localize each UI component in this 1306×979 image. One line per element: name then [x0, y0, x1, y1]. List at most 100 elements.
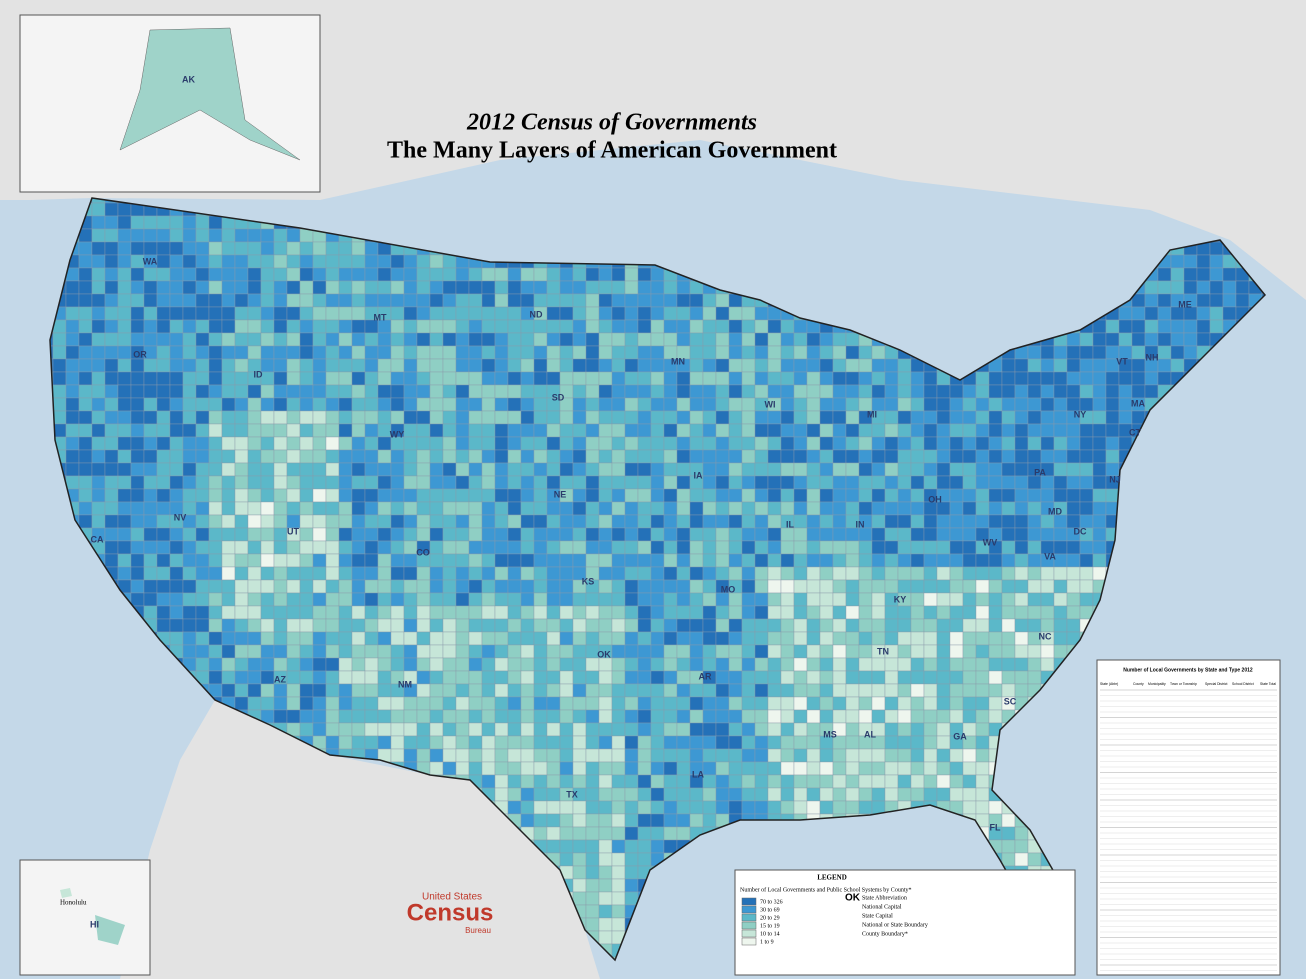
county: [1001, 358, 1016, 373]
county: [182, 319, 197, 334]
county: [871, 774, 886, 789]
county: [845, 436, 860, 451]
county: [156, 501, 171, 516]
county: [884, 579, 899, 594]
county: [1222, 306, 1237, 321]
county: [429, 423, 444, 438]
county: [780, 488, 795, 503]
county: [754, 423, 769, 438]
county: [845, 423, 860, 438]
county: [546, 722, 561, 737]
county: [650, 358, 665, 373]
county: [195, 501, 210, 516]
county: [390, 449, 405, 464]
county: [455, 384, 470, 399]
county: [1131, 332, 1146, 347]
county: [468, 592, 483, 607]
county: [676, 319, 691, 334]
county: [533, 280, 548, 295]
county: [78, 501, 93, 516]
county: [65, 306, 80, 321]
county: [741, 436, 756, 451]
county: [702, 488, 717, 503]
county: [637, 761, 652, 776]
county: [858, 670, 873, 685]
county: [1196, 332, 1211, 347]
county: [1040, 605, 1055, 620]
county: [1027, 514, 1042, 529]
county: [637, 657, 652, 672]
county: [351, 423, 366, 438]
county: [91, 436, 106, 451]
county: [663, 553, 678, 568]
county: [468, 579, 483, 594]
county: [845, 761, 860, 776]
county: [832, 488, 847, 503]
county: [793, 774, 808, 789]
county: [325, 644, 340, 659]
county: [390, 631, 405, 646]
county: [819, 501, 834, 516]
county: [520, 605, 535, 620]
county: [182, 462, 197, 477]
county: [130, 527, 145, 542]
county: [663, 722, 678, 737]
county: [689, 436, 704, 451]
county: [507, 462, 522, 477]
county: [195, 293, 210, 308]
county: [195, 462, 210, 477]
county: [793, 605, 808, 620]
county: [377, 397, 392, 412]
county: [325, 631, 340, 646]
county: [117, 228, 132, 243]
county: [286, 228, 301, 243]
county: [767, 527, 782, 542]
county: [689, 813, 704, 828]
county: [988, 423, 1003, 438]
county: [546, 644, 561, 659]
county: [793, 696, 808, 711]
county: [780, 605, 795, 620]
county: [91, 384, 106, 399]
county: [1027, 852, 1042, 867]
county: [845, 371, 860, 386]
county: [416, 670, 431, 685]
county: [845, 644, 860, 659]
county: [455, 566, 470, 581]
county: [637, 670, 652, 685]
county: [975, 553, 990, 568]
county: [611, 527, 626, 542]
county: [143, 280, 158, 295]
county: [481, 553, 496, 568]
honolulu-label: Honolulu: [60, 899, 87, 907]
county: [962, 631, 977, 646]
county: [325, 306, 340, 321]
county: [689, 501, 704, 516]
county: [286, 241, 301, 256]
county: [624, 475, 639, 490]
county: [1092, 397, 1107, 412]
county: [546, 826, 561, 841]
county: [65, 410, 80, 425]
county: [832, 761, 847, 776]
county: [1131, 358, 1146, 373]
county: [832, 748, 847, 763]
county: [689, 449, 704, 464]
county: [676, 397, 691, 412]
county: [130, 267, 145, 282]
county: [91, 423, 106, 438]
county: [260, 488, 275, 503]
county: [1170, 267, 1185, 282]
county: [780, 631, 795, 646]
county: [169, 397, 184, 412]
county: [988, 397, 1003, 412]
county: [286, 358, 301, 373]
county: [702, 501, 717, 516]
county: [910, 436, 925, 451]
county: [1001, 839, 1016, 854]
county: [481, 631, 496, 646]
county: [559, 722, 574, 737]
county: [871, 787, 886, 802]
county: [429, 332, 444, 347]
county: [767, 358, 782, 373]
